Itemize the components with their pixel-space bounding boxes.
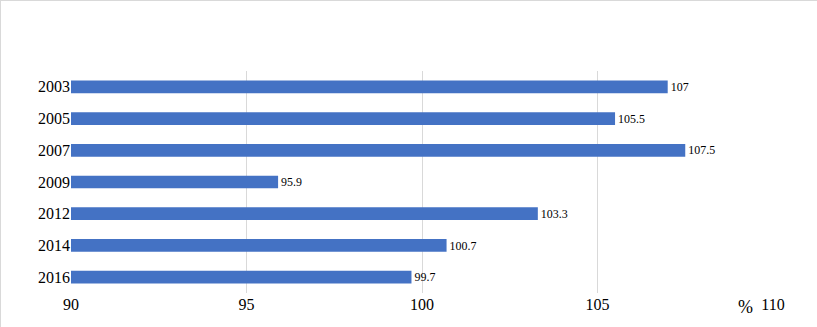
- svg-text:107: 107: [671, 80, 689, 94]
- svg-text:2014: 2014: [38, 237, 70, 254]
- svg-text:95: 95: [239, 296, 255, 313]
- svg-text:103.3: 103.3: [541, 207, 568, 221]
- svg-text:2007: 2007: [38, 142, 70, 159]
- svg-text:107.5: 107.5: [688, 143, 715, 157]
- svg-text:2016: 2016: [38, 269, 70, 286]
- svg-text:110: 110: [761, 296, 784, 313]
- svg-text:2012: 2012: [38, 205, 70, 222]
- svg-text:2005: 2005: [38, 110, 70, 127]
- svg-text:105: 105: [586, 296, 610, 313]
- svg-text:100.7: 100.7: [450, 239, 477, 253]
- svg-text:90: 90: [63, 296, 79, 313]
- svg-text:99.7: 99.7: [414, 270, 435, 284]
- svg-text:100: 100: [410, 296, 434, 313]
- svg-text:2009: 2009: [38, 174, 70, 191]
- svg-text:105.5: 105.5: [618, 112, 645, 126]
- svg-text:95.9: 95.9: [281, 175, 302, 189]
- svg-text:2003: 2003: [38, 78, 70, 95]
- svg-text:%: %: [738, 297, 753, 317]
